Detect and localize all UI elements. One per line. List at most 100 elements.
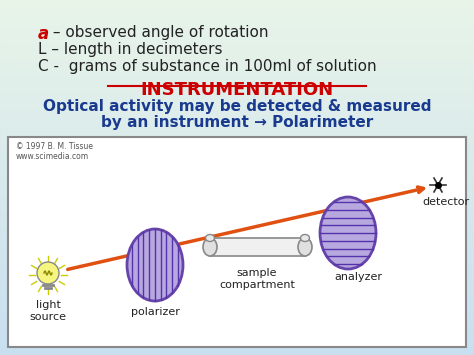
Text: a: a [38, 25, 49, 43]
Bar [0, 29, 474, 30]
Ellipse shape [301, 235, 310, 241]
Bar [0, 3, 474, 4]
Bar [0, 282, 474, 283]
Bar [0, 95, 474, 96]
Bar [0, 324, 474, 325]
Text: © 1997 B. M. Tissue
www.scimedia.com: © 1997 B. M. Tissue www.scimedia.com [16, 142, 93, 162]
Bar [0, 197, 474, 198]
Bar [0, 264, 474, 265]
Bar [0, 212, 474, 213]
Text: sample
compartment: sample compartment [219, 268, 295, 290]
Ellipse shape [127, 229, 183, 301]
Bar [0, 335, 474, 336]
Bar [0, 220, 474, 221]
Bar [0, 258, 474, 259]
Bar [0, 346, 474, 347]
Bar [0, 298, 474, 299]
Text: detector: detector [422, 197, 470, 207]
Bar [0, 228, 474, 229]
Bar [0, 110, 474, 111]
Bar [0, 319, 474, 320]
Bar [0, 93, 474, 94]
Bar [0, 113, 474, 114]
Bar [0, 323, 474, 324]
Bar [0, 202, 474, 203]
Bar [0, 306, 474, 307]
Bar [0, 299, 474, 300]
Bar [0, 22, 474, 23]
Bar [0, 252, 474, 253]
Bar [0, 281, 474, 282]
Bar [0, 243, 474, 244]
Bar [0, 80, 474, 81]
Bar [0, 199, 474, 200]
Bar [0, 57, 474, 58]
Bar [0, 167, 474, 168]
Bar [0, 215, 474, 216]
Bar [0, 51, 474, 52]
Text: INSTRUMENTATION: INSTRUMENTATION [140, 81, 334, 99]
Bar [0, 121, 474, 122]
Bar [0, 159, 474, 160]
Bar [0, 127, 474, 128]
Bar [0, 248, 474, 249]
Bar [0, 216, 474, 217]
Bar [0, 207, 474, 208]
Bar [0, 178, 474, 179]
Bar [0, 174, 474, 175]
Bar [0, 251, 474, 252]
Bar [0, 267, 474, 268]
Bar [0, 88, 474, 89]
Bar [0, 208, 474, 209]
Bar [0, 8, 474, 9]
Bar [0, 349, 474, 350]
Bar [0, 98, 474, 99]
Bar [0, 327, 474, 328]
Bar [0, 32, 474, 33]
Bar [0, 24, 474, 25]
Bar [0, 189, 474, 190]
Bar [0, 10, 474, 11]
Bar [0, 105, 474, 106]
Bar [0, 53, 474, 54]
Bar [0, 352, 474, 353]
Text: – observed angle of rotation: – observed angle of rotation [48, 25, 268, 40]
Bar [0, 279, 474, 280]
Bar [0, 226, 474, 227]
Bar [0, 347, 474, 348]
Bar [0, 31, 474, 32]
Bar [0, 278, 474, 279]
Bar [0, 85, 474, 86]
Bar [0, 241, 474, 242]
Bar [0, 89, 474, 90]
Bar [0, 169, 474, 170]
Bar [0, 107, 474, 108]
Bar [0, 108, 474, 109]
Bar [0, 55, 474, 56]
Bar [0, 339, 474, 340]
Bar [0, 271, 474, 272]
Bar [0, 114, 474, 115]
Bar [0, 312, 474, 313]
Bar [0, 353, 474, 354]
Bar [0, 326, 474, 327]
Bar [0, 193, 474, 194]
Bar [0, 112, 474, 113]
Bar [0, 86, 474, 87]
Bar [0, 74, 474, 75]
Bar [0, 344, 474, 345]
Bar [0, 27, 474, 28]
Bar [0, 103, 474, 104]
Bar [0, 115, 474, 116]
Bar [0, 28, 474, 29]
Text: C -  grams of substance in 100ml of solution: C - grams of substance in 100ml of solut… [38, 59, 377, 74]
Bar [0, 331, 474, 332]
Bar [0, 259, 474, 260]
Bar [0, 12, 474, 13]
Bar [0, 138, 474, 139]
Bar [0, 109, 474, 110]
Bar [0, 9, 474, 10]
Bar [0, 67, 474, 68]
Bar [0, 97, 474, 98]
Bar [0, 126, 474, 127]
